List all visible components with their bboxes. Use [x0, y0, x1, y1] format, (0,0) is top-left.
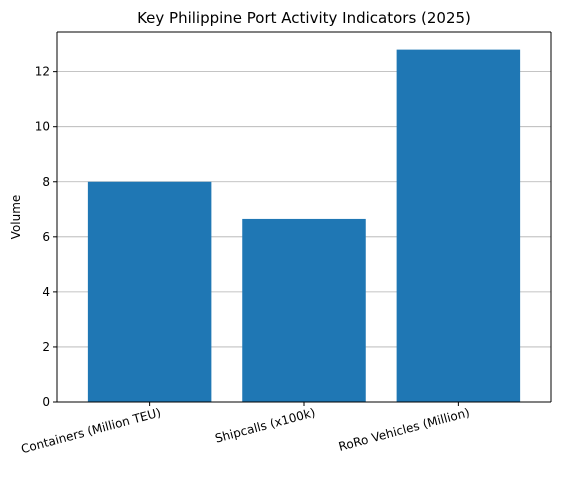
y-tick-label: 6 [42, 230, 50, 244]
x-ticks: Containers (Million TEU) Shipcalls (x100k… [19, 402, 471, 456]
bar [396, 49, 521, 402]
y-ticks: 0 2 4 6 8 10 12 [35, 65, 57, 409]
bar [242, 218, 366, 402]
y-tick-label: 0 [42, 395, 50, 409]
y-axis-label: Volume [9, 195, 23, 240]
x-tick-label: Containers (Million TEU) [19, 405, 162, 456]
bar [87, 181, 212, 402]
bars [87, 49, 521, 402]
y-tick-label: 8 [42, 175, 50, 189]
x-tick-label: RoRo Vehicles (Million) [337, 405, 471, 453]
y-tick-label: 2 [42, 340, 50, 354]
x-tick-label: Shipcalls (x100k) [213, 405, 316, 445]
chart-title: Key Philippine Port Activity Indicators … [137, 9, 471, 27]
y-tick-label: 4 [42, 285, 50, 299]
y-tick-label: 12 [35, 65, 50, 79]
y-tick-label: 10 [35, 120, 50, 134]
